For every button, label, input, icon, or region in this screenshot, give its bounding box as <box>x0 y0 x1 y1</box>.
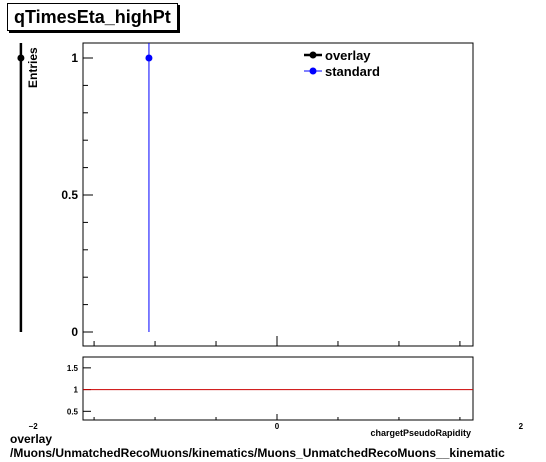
ratio-x-tick-label: 2 <box>519 422 524 431</box>
chart-title: qTimesEta_highPt <box>7 3 178 31</box>
legend-marker-standard <box>309 67 317 75</box>
y-tick-label: 0 <box>71 325 78 339</box>
overlay-point <box>17 54 25 62</box>
y-tick-label: 1 <box>71 51 78 65</box>
ratio-y-tick-label: 0.5 <box>67 407 79 416</box>
main-y-axis: 00.51 <box>61 51 93 339</box>
footer-line-1: overlay <box>10 432 53 446</box>
ratio-y-tick-label: 1.5 <box>67 364 79 373</box>
legend-marker-overlay <box>309 51 317 59</box>
ratio-axes: 0.5 1 1.5 −2 0 2 <box>29 364 524 431</box>
ratio-plot-frame <box>82 356 474 421</box>
footer-line-2: /Muons/UnmatchedRecoMuons/kinematics/Muo… <box>10 446 505 460</box>
ratio-x-tick-label: 0 <box>275 422 280 431</box>
ratio-x-tick-label: −2 <box>29 422 39 431</box>
y-tick-label: 0.5 <box>61 188 78 202</box>
ratio-y-tick-label: 1 <box>74 386 79 395</box>
main-data-layer <box>17 43 153 332</box>
standard-point <box>145 54 153 62</box>
y-axis-label: Entries <box>26 47 40 88</box>
x-axis-label: chargetPseudoRapidity <box>370 428 471 438</box>
legend-label-overlay: overlay <box>325 48 371 63</box>
main-plot-frame <box>82 42 474 347</box>
legend-label-standard: standard <box>325 64 380 79</box>
main-x-axis <box>93 336 461 346</box>
